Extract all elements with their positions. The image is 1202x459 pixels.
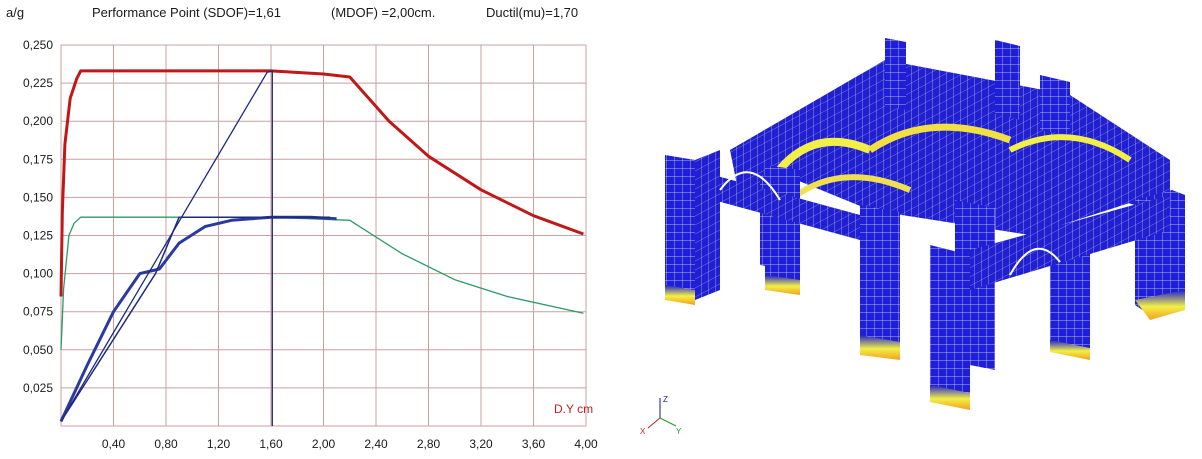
x-tick-label: 2,00 [312, 437, 336, 451]
x-tick-label: 2,80 [417, 437, 441, 451]
x-tick-label: 3,60 [522, 437, 546, 451]
ductility-label: Ductil(mu)=1,70 [486, 5, 579, 20]
y-tick-label: 0,025 [23, 381, 53, 395]
y-axis-title: a/g [6, 5, 25, 20]
vault-structure [665, 38, 1185, 410]
y-tick-label: 0,150 [23, 190, 53, 204]
y-tick-label: 0,050 [23, 343, 53, 357]
axis-y-line [659, 417, 677, 427]
front-arch-right [1009, 247, 1061, 276]
pillar-7-base [1050, 340, 1090, 360]
performance-point-label: Performance Point (SDOF)=1,61 [92, 5, 281, 20]
arch-3 [788, 174, 912, 203]
series-elastic-line [60, 70, 273, 426]
chart-series [59, 69, 584, 426]
y-tick-label: 0,100 [23, 267, 53, 281]
axis-y-label: Y [676, 427, 682, 436]
x-tick-label: 0,80 [154, 437, 178, 451]
y-tick-label: 0,225 [23, 76, 53, 90]
structure-3d-model: Z X Y [640, 38, 1185, 436]
pinnacle-back-right [995, 40, 1020, 120]
pillar-3 [765, 165, 800, 290]
pinnacle-right [1040, 75, 1070, 150]
x-tick-label: 1,60 [259, 437, 283, 451]
axis-z-label: Z [663, 395, 668, 404]
front-arch-left [719, 171, 781, 201]
pillar-6 [930, 245, 970, 400]
series-bilinear [60, 216, 331, 422]
arch-2 [868, 123, 1012, 153]
pinnacle-back-left [885, 38, 906, 110]
pillar-1 [665, 155, 695, 300]
pillar-8-base [1135, 290, 1185, 320]
arch-4 [1008, 134, 1132, 163]
series-demand-reduced [60, 216, 584, 350]
x-tick-label: 3,20 [469, 437, 493, 451]
x-axis-title: D.Y cm [554, 402, 593, 416]
roof-center [760, 110, 1170, 235]
axis-x-line [647, 417, 661, 429]
axis-x-label: X [640, 427, 646, 436]
mdof-label: (MDOF) =2,00cm. [331, 5, 436, 20]
y-tick-label: 0,175 [23, 152, 53, 166]
pillar-6-base [930, 385, 970, 410]
series-demand-elastic [59, 69, 584, 297]
pillar-1-base [665, 285, 695, 305]
series-capacity [59, 215, 337, 423]
capacity-spectrum-chart: 0,40 0,80 1,20 1,60 2,00 2,40 2,80 3,20 3,60 4,00… [23, 38, 598, 451]
x-tick-label: 2,40 [364, 437, 388, 451]
pillar-4 [860, 205, 900, 350]
x-tick-label: 0,40 [102, 437, 126, 451]
front-wall-left [695, 170, 860, 240]
chart-ticks: 0,40 0,80 1,20 1,60 2,00 2,40 2,80 3,20 3,60 4,00… [23, 38, 598, 451]
y-tick-label: 0,250 [23, 38, 53, 52]
y-tick-label: 0,075 [23, 305, 53, 319]
y-tick-label: 0,200 [23, 114, 53, 128]
y-tick-label: 0,125 [23, 229, 53, 243]
chart-grid [60, 44, 587, 427]
x-tick-label: 1,20 [207, 437, 231, 451]
axis-triad: Z X Y [640, 395, 682, 436]
pillar-4-base [860, 335, 900, 360]
front-wall-right [970, 195, 1170, 290]
pillar-3-base [765, 275, 800, 295]
x-tick-label: 4,00 [574, 437, 598, 451]
